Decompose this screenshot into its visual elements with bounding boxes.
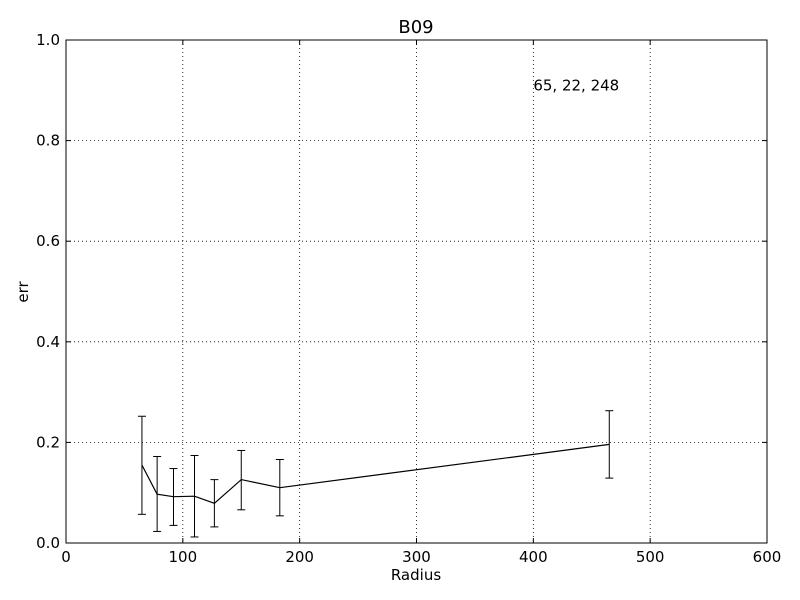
y-tick-label: 1.0 — [36, 31, 60, 49]
ticks: 0 100 200 300 400 500 600 0.0 0.2 0.4 0.6 0.8 1.0 — [36, 31, 781, 566]
y-tick-label: 0.6 — [36, 232, 60, 250]
x-tick-label: 0 — [61, 548, 71, 566]
chart-annotation: 65, 22, 248 — [533, 76, 619, 94]
y-tick-label: 0.8 — [36, 132, 60, 150]
y-tick-label: 0.4 — [36, 333, 60, 351]
x-tick-label: 400 — [519, 548, 548, 566]
x-tick-label: 200 — [285, 548, 314, 566]
y-tick-label: 0.0 — [36, 534, 60, 552]
x-tick-label: 600 — [753, 548, 782, 566]
x-tick-label: 300 — [402, 548, 431, 566]
grid — [66, 40, 767, 543]
x-axis-label: Radius — [391, 566, 441, 584]
y-tick-label: 0.2 — [36, 433, 60, 451]
y-axis-label: err — [14, 281, 32, 303]
x-tick-label: 100 — [169, 548, 198, 566]
series-line — [141, 443, 610, 504]
chart-title: B09 — [398, 17, 433, 38]
x-tick-label: 500 — [636, 548, 665, 566]
series-group — [137, 410, 614, 538]
plot-frame — [65, 39, 768, 544]
